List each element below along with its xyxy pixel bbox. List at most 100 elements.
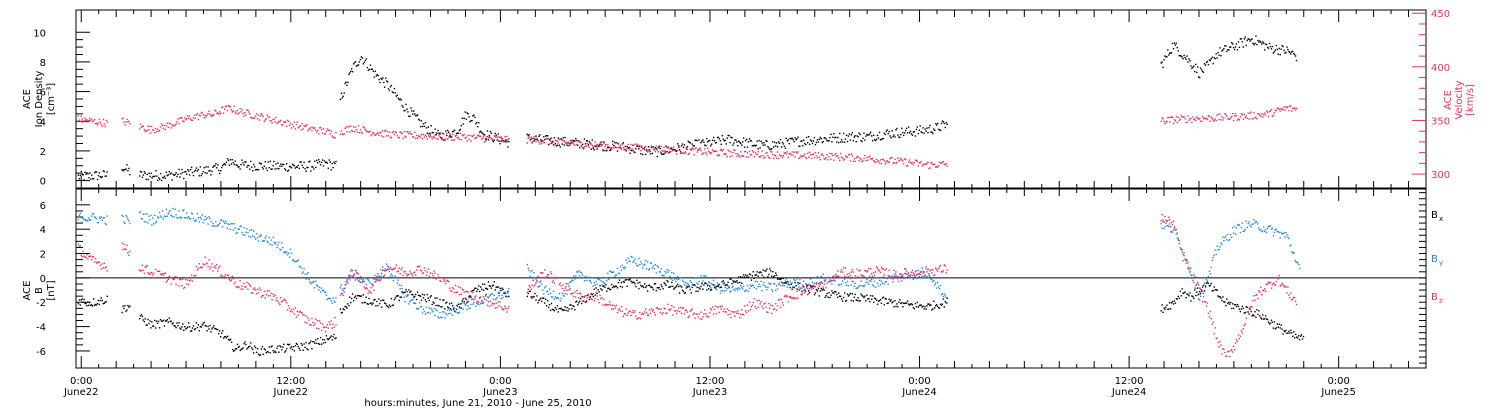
by-point <box>720 289 722 292</box>
bz-point <box>917 273 919 275</box>
ion-density-point <box>850 134 852 136</box>
bx-point <box>455 308 458 310</box>
ion-density-point <box>1253 44 1255 46</box>
ion-density-point <box>628 146 630 149</box>
bx-point <box>259 354 262 356</box>
ion-density-point <box>365 58 368 60</box>
ion-density-point <box>1261 43 1263 45</box>
ion-density-point <box>488 134 491 137</box>
bx-point <box>347 303 349 305</box>
bx-point <box>1177 295 1179 298</box>
legend-label: B <box>1431 254 1438 265</box>
bz-point <box>423 267 426 269</box>
by-point <box>658 271 660 273</box>
velocity-point <box>702 152 704 154</box>
bx-point <box>152 325 154 327</box>
ion-density-point <box>892 135 894 138</box>
velocity-point <box>181 117 183 119</box>
bz-point <box>760 301 762 303</box>
bz-point <box>748 301 751 303</box>
velocity-point <box>738 154 740 156</box>
ion-density-point <box>944 126 946 129</box>
ion-density-point <box>780 146 783 148</box>
ion-density-point <box>1256 43 1258 46</box>
velocity-point <box>327 129 329 132</box>
bz-point <box>916 273 918 276</box>
by-point <box>756 281 758 283</box>
bx-point <box>566 306 568 309</box>
by-point <box>1214 249 1216 251</box>
ion-density-point <box>426 132 428 134</box>
by-point <box>891 276 893 279</box>
velocity-point <box>899 159 901 161</box>
bz-point <box>605 303 607 305</box>
by-point <box>642 267 644 269</box>
ion-density-point <box>380 77 382 80</box>
ion-density-point <box>1249 40 1251 42</box>
by-point <box>752 284 754 287</box>
velocity-point <box>1224 113 1226 115</box>
by-point <box>668 269 670 271</box>
bz-point <box>242 288 244 290</box>
by-point <box>383 269 385 271</box>
by-point <box>274 243 276 245</box>
velocity-point <box>227 105 230 107</box>
bz-point <box>936 270 939 272</box>
velocity-point <box>301 123 303 125</box>
velocity-point <box>369 130 371 132</box>
ion-density-point <box>350 70 352 72</box>
velocity-point <box>710 151 713 154</box>
bx-point <box>539 298 541 301</box>
ion-density-point <box>177 173 179 176</box>
velocity-point <box>698 149 700 151</box>
by-point <box>273 241 275 243</box>
bx-point <box>546 305 548 307</box>
by-point <box>357 280 360 282</box>
ion-density-point <box>712 136 715 139</box>
by-point <box>1281 233 1283 235</box>
velocity-point <box>775 155 777 157</box>
velocity-point <box>787 156 789 159</box>
ion-density-point <box>300 161 302 163</box>
bz-point <box>926 271 928 273</box>
ion-density-point <box>917 132 919 135</box>
bx-point <box>884 297 886 300</box>
by-point <box>413 302 415 304</box>
bz-point <box>282 300 284 302</box>
bz-point <box>942 270 945 272</box>
ion-density-point <box>366 66 369 69</box>
bz-point <box>895 271 897 273</box>
ion-density-point <box>383 81 385 84</box>
ion-density-point <box>669 151 671 153</box>
bz-point <box>249 284 251 286</box>
velocity-point <box>299 125 301 127</box>
bz-point <box>84 256 86 258</box>
bz-point <box>206 262 208 264</box>
bx-point <box>235 348 238 350</box>
velocity-point <box>845 156 848 158</box>
bx-point <box>293 350 296 352</box>
bx-point <box>226 335 229 337</box>
bx-point <box>1235 305 1238 308</box>
by-point <box>722 283 724 285</box>
ion-density-point <box>723 140 725 142</box>
velocity-point <box>1234 113 1237 115</box>
ion-density-point <box>786 140 788 142</box>
bx-point <box>362 294 364 296</box>
velocity-point <box>705 151 707 154</box>
velocity-point <box>1201 115 1204 118</box>
by-point <box>425 306 428 308</box>
bx-point <box>631 282 633 284</box>
velocity-point <box>1239 116 1242 118</box>
ion-density-point <box>490 132 493 134</box>
velocity-point <box>454 135 457 137</box>
by-point <box>846 280 849 283</box>
bz-point <box>464 297 466 299</box>
bz-point <box>231 275 233 278</box>
ion-density-point <box>1221 50 1223 52</box>
ion-density-point <box>90 178 92 180</box>
ion-density-point <box>318 161 321 163</box>
by-point <box>823 279 825 281</box>
by-point <box>914 276 917 278</box>
velocity-point <box>252 117 254 119</box>
